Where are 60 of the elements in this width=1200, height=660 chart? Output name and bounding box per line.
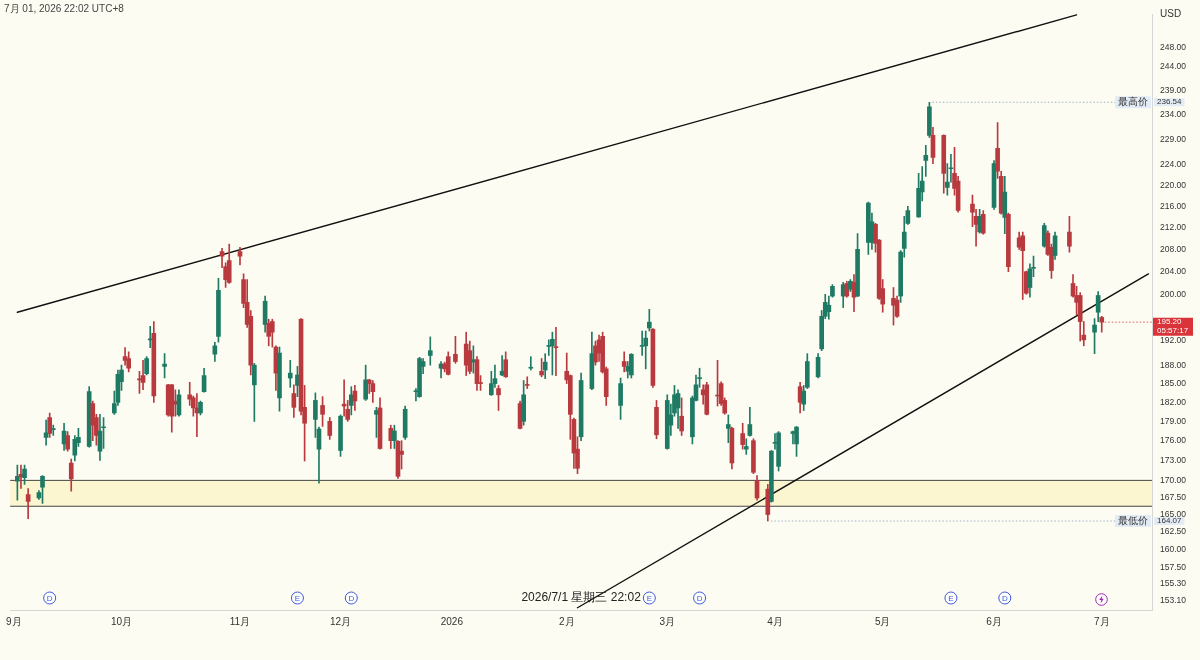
y-tick-label: 157.50: [1160, 562, 1187, 573]
annotation: D: [46, 593, 53, 603]
x-tick-label: 5月: [874, 615, 891, 627]
y-tick-label: 179.00: [1160, 415, 1187, 426]
y-tick-label: 170.00: [1160, 474, 1187, 485]
x-tick-label: 11月: [229, 615, 251, 627]
y-tick-label: 208.00: [1160, 243, 1187, 254]
x-tick-label: 3月: [659, 615, 676, 627]
candlestick: [524, 376, 530, 389]
annotation: 2026/7/1 星期三 22:02: [521, 590, 642, 605]
candlestick: [287, 359, 293, 388]
y-tick-label: 155.30: [1160, 578, 1187, 589]
y-tick-label: 204.00: [1160, 266, 1187, 277]
x-tick-label: 7月: [1093, 615, 1110, 627]
y-tick-label: 153.10: [1160, 594, 1187, 605]
candlestick: [923, 145, 929, 177]
y-tick-label: 185.00: [1160, 377, 1187, 388]
annotation: 195.20 05:57:17: [1157, 317, 1189, 336]
y-tick-label: 192.00: [1160, 335, 1187, 346]
y-tick-label: 173.00: [1160, 454, 1187, 465]
candlestick: [427, 336, 433, 366]
x-tick-label: 6月: [986, 615, 1002, 627]
y-tick-label: 220.00: [1160, 179, 1187, 190]
annotation: D: [1001, 593, 1008, 603]
y-tick-label: 160.00: [1160, 544, 1187, 555]
candlestick: [643, 330, 649, 370]
y-tick-label: 212.00: [1160, 221, 1187, 232]
y-tick-label: 248.00: [1160, 42, 1187, 53]
x-tick-label: 12月: [329, 615, 352, 627]
candlestick: [725, 414, 731, 443]
y-tick-label: 188.00: [1160, 359, 1187, 370]
annotation: E: [948, 593, 954, 603]
y-tick-label: 182.00: [1160, 396, 1187, 407]
candlestick: [743, 438, 749, 455]
y-tick-label: 216.00: [1160, 200, 1187, 211]
y-tick-label: 229.00: [1160, 133, 1187, 144]
x-tick-label: 2月: [558, 615, 575, 627]
y-axis-title: USD: [1160, 7, 1182, 19]
annotation: D: [696, 593, 703, 603]
y-tick-label: 200.00: [1160, 288, 1187, 299]
annotation: E: [646, 593, 652, 603]
annotation: D: [348, 593, 355, 603]
x-tick-label: 4月: [767, 615, 783, 627]
y-tick-label: 239.00: [1160, 84, 1187, 95]
x-tick-label: 2026: [440, 615, 464, 627]
annotation: E: [294, 593, 301, 603]
candlestick: [25, 488, 31, 520]
y-tick-label: 165.00: [1160, 508, 1187, 519]
y-tick-label: 167.50: [1160, 491, 1187, 502]
y-tick-label: 176.00: [1160, 435, 1187, 446]
chart-title: 7月 01, 2026 22:02 UTC+8: [4, 2, 124, 16]
annotation: 最高价 236.54: [1118, 96, 1183, 108]
candlestick: [50, 424, 56, 436]
y-tick-label: 162.50: [1160, 526, 1187, 537]
x-tick-label: 9月: [6, 615, 22, 627]
y-tick-label: 234.00: [1160, 108, 1187, 119]
y-tick-label: 244.00: [1160, 61, 1187, 72]
candlestick: [528, 356, 534, 371]
y-tick-label: 224.00: [1160, 158, 1187, 169]
x-tick-label: 10月: [110, 615, 133, 627]
